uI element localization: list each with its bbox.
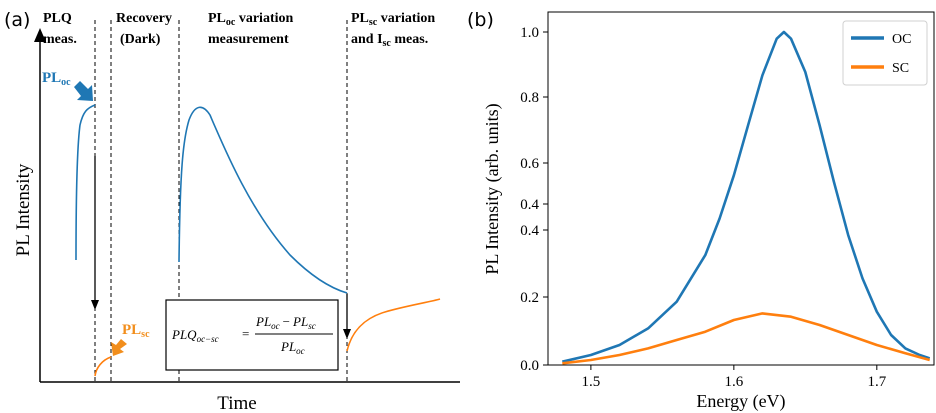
formula-lhs: PLQoc−sc	[171, 327, 219, 344]
sc-variation-curve	[346, 298, 441, 352]
oc-plq-curve	[75, 104, 96, 261]
y-tick-label: 1.0	[520, 25, 539, 41]
panel-a-xlabel: Time	[217, 393, 256, 413]
y-tick-label: 0.0	[520, 358, 539, 374]
panel-a-label: (a)	[4, 9, 30, 31]
formula-numerator: PLoc − PLsc	[255, 314, 316, 331]
phase-ploc-line2: measurement	[208, 32, 289, 47]
phase-plq-line2: meas.	[43, 32, 77, 47]
plq-formula: PLQoc−sc = PLoc − PLsc PLoc	[171, 314, 333, 356]
oc-to-sc-arrowhead-icon-2	[343, 329, 351, 339]
oc-to-sc-arrowhead-icon	[91, 300, 99, 310]
y-ticks: 0.0 0.2 0.4 0.4 0.6 0.8 1.0	[520, 25, 548, 374]
panel-a-ylabel: PL Intensity	[13, 163, 34, 256]
legend-box	[842, 20, 928, 86]
y-axis-arrowhead-icon	[34, 28, 46, 42]
pl-oc-label: PLoc	[42, 70, 71, 88]
y-tick-label: 0.6	[520, 156, 539, 172]
pl-sc-arrow-icon	[111, 339, 127, 356]
phase-plq-line1: PLQ	[43, 11, 72, 26]
series-group	[562, 30, 931, 365]
panel-b-label: (b)	[467, 9, 494, 31]
oc-variation-curve	[178, 106, 348, 294]
y-tick-label: 0.2	[520, 290, 539, 306]
x-ticks: 1.5 1.6 1.7	[582, 365, 887, 390]
x-tick-label: 1.6	[724, 374, 743, 390]
phase-recovery-line1: Recovery	[116, 11, 172, 26]
legend-label-sc: SC	[892, 61, 909, 76]
x-tick-label: 1.7	[867, 374, 886, 390]
sc-plq-curve	[94, 356, 112, 377]
y-tick-label: 0.4	[520, 223, 539, 239]
y-tick-label: 0.4	[520, 197, 539, 213]
phase-plsc-line1: PLsc variation	[351, 11, 435, 28]
panel-b-xlabel: Energy (eV)	[696, 391, 785, 412]
y-tick-label: 0.8	[520, 90, 539, 106]
plot-frame	[547, 11, 935, 366]
panel-b-ylabel: PL Intensity (arb. units)	[482, 103, 503, 274]
panel-b: (b) 0.0 0.2 0.4 0.4 0.6 0.8 1.0 1.5 1.6 1.7 OC S…	[467, 9, 935, 412]
panel-a: (a) PLQ meas. Recovery (Dark) PLoc varia…	[4, 9, 460, 413]
legend-label-oc: OC	[892, 32, 911, 47]
series-line-oc	[562, 30, 931, 363]
pl-oc-arrow-icon	[74, 81, 93, 101]
phase-recovery-line2: (Dark)	[120, 32, 161, 47]
phase-ploc-line1: PLoc variation	[208, 11, 293, 28]
formula-equals: =	[242, 326, 249, 341]
x-tick-label: 1.5	[582, 374, 601, 390]
phase-plsc-line2: and Isc meas.	[351, 32, 428, 49]
pl-sc-label: PLsc	[122, 322, 150, 340]
legend: OC SC	[842, 20, 928, 86]
formula-denominator: PLoc	[280, 339, 305, 356]
plq-formula-box	[165, 299, 339, 371]
series-line-sc	[562, 312, 931, 365]
